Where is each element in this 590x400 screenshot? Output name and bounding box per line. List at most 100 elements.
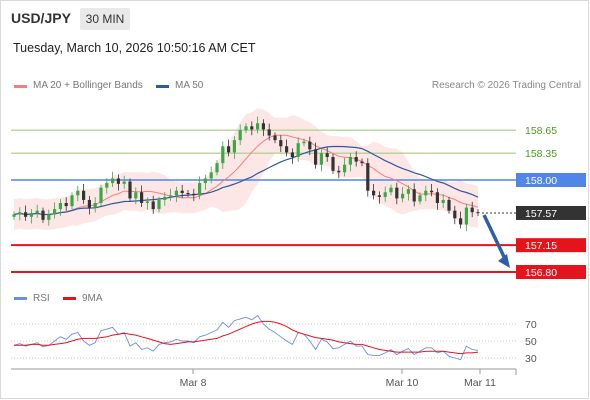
rsi-legend-swatch bbox=[14, 297, 27, 300]
candle-body bbox=[314, 149, 318, 165]
candle-body bbox=[319, 153, 323, 165]
candle-body bbox=[169, 195, 173, 197]
candle-body bbox=[308, 141, 312, 150]
rsi-ma-line bbox=[14, 320, 479, 355]
candle-body bbox=[99, 187, 103, 203]
ma50-legend-label: MA 50 bbox=[175, 80, 204, 91]
candle-body bbox=[343, 164, 347, 173]
candle-body bbox=[354, 157, 358, 162]
candle-body bbox=[203, 178, 207, 184]
candle-body bbox=[174, 190, 178, 196]
support-badge bbox=[516, 265, 586, 279]
candle-body bbox=[151, 201, 155, 210]
pivot-badge bbox=[516, 173, 586, 187]
candle-body bbox=[401, 193, 405, 199]
candle-body bbox=[267, 129, 271, 136]
candle-body bbox=[157, 199, 161, 210]
candle-body bbox=[296, 143, 300, 157]
candle-body bbox=[47, 214, 51, 220]
candle-body bbox=[180, 190, 184, 194]
candle-body bbox=[285, 146, 289, 153]
symbol-title: USD/JPY bbox=[11, 10, 71, 26]
candle-body bbox=[412, 189, 416, 202]
candle-body bbox=[76, 190, 80, 196]
candle-body bbox=[377, 195, 381, 197]
candle-body bbox=[290, 152, 294, 157]
candles-layer bbox=[12, 116, 480, 232]
candle-body bbox=[111, 178, 115, 184]
rsi-tick-label: 70 bbox=[525, 319, 537, 331]
rsi-tick-label: 50 bbox=[525, 336, 537, 348]
candle-body bbox=[424, 190, 428, 196]
candle-body bbox=[198, 183, 202, 196]
support-label: 157.15 bbox=[525, 240, 557, 252]
pivot-label: 158.00 bbox=[525, 175, 557, 187]
candle-body bbox=[418, 195, 422, 202]
candle-body bbox=[395, 187, 399, 199]
last-price-label: 157.57 bbox=[525, 208, 557, 220]
ma20-line bbox=[13, 134, 479, 216]
candle-body bbox=[244, 126, 248, 131]
candle-body bbox=[348, 157, 352, 165]
candle-body bbox=[215, 163, 219, 173]
candle-body bbox=[360, 161, 364, 164]
candle-body bbox=[302, 141, 306, 144]
candle-body bbox=[261, 123, 265, 130]
candle-body bbox=[279, 140, 283, 147]
rsi-ma-legend-swatch bbox=[63, 297, 76, 300]
candle-body bbox=[238, 130, 242, 141]
forecast-arrow-head bbox=[498, 254, 510, 268]
candle-body bbox=[464, 207, 468, 225]
candle-body bbox=[325, 153, 329, 157]
support-badge bbox=[516, 238, 586, 253]
candle-body bbox=[435, 192, 439, 203]
candle-body bbox=[383, 192, 387, 197]
time-tick-label: Mar 11 bbox=[464, 377, 496, 389]
credit-text: Research © 2026 Trading Central bbox=[431, 80, 581, 91]
rsi-ma-legend-label: 9MA bbox=[82, 293, 103, 304]
candle-body bbox=[70, 195, 74, 207]
candle-body bbox=[476, 212, 480, 214]
candle-body bbox=[366, 163, 370, 191]
candle-body bbox=[35, 210, 39, 213]
timeframe-button[interactable]: 30 MIN bbox=[80, 8, 130, 30]
candle-body bbox=[64, 203, 68, 207]
support-label: 156.80 bbox=[525, 267, 557, 279]
candle-body bbox=[227, 146, 231, 153]
candle-body bbox=[459, 218, 463, 225]
candle-body bbox=[18, 212, 22, 215]
candle-body bbox=[163, 196, 167, 200]
candle-body bbox=[372, 190, 376, 196]
candle-body bbox=[273, 135, 277, 141]
candle-body bbox=[29, 212, 33, 217]
time-tick-label: Mar 8 bbox=[180, 377, 207, 389]
candle-body bbox=[93, 203, 97, 208]
time-tick-label: Mar 10 bbox=[386, 377, 419, 389]
candle-body bbox=[87, 199, 91, 208]
candle-body bbox=[331, 157, 335, 171]
candle-body bbox=[116, 178, 120, 184]
levels-layer bbox=[11, 129, 516, 273]
candle-body bbox=[447, 199, 451, 211]
candle-body bbox=[470, 207, 474, 213]
ma20-legend-swatch bbox=[14, 85, 27, 88]
timestamp: Tuesday, March 10, 2026 10:50:16 AM CET bbox=[13, 41, 256, 55]
candle-body bbox=[53, 209, 57, 215]
candle-body bbox=[58, 203, 62, 210]
ma50-line bbox=[13, 145, 479, 216]
level-labels-layer bbox=[516, 173, 586, 279]
candle-body bbox=[453, 210, 457, 219]
candle-body bbox=[441, 199, 445, 203]
candle-body bbox=[250, 126, 254, 130]
arrow-layer bbox=[482, 214, 510, 268]
candle-body bbox=[186, 193, 190, 195]
candle-body bbox=[221, 146, 225, 164]
candle-body bbox=[105, 183, 109, 188]
candle-body bbox=[24, 212, 28, 217]
candle-body bbox=[41, 210, 45, 220]
ma-layer bbox=[13, 134, 479, 216]
resistance-label: 158.35 bbox=[525, 148, 557, 160]
rsi-line bbox=[13, 314, 479, 361]
